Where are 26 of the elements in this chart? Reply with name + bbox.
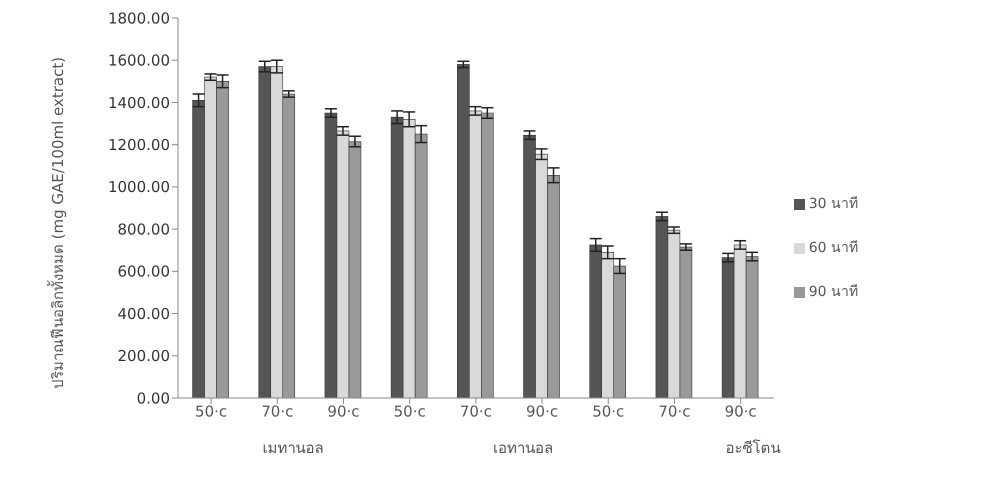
legend-label: 30 นาที (808, 196, 858, 212)
y-tick-label: 200.00 (118, 347, 170, 366)
text: เอทานอล (492, 438, 554, 459)
x-tick-label: 90·c (526, 402, 558, 421)
x-tick-label: 70·c (261, 402, 294, 421)
y-tick-label: 1400.00 (108, 94, 170, 112)
y-tick-label: 1200.00 (108, 136, 170, 154)
x-tick-label: 70·c (658, 402, 690, 421)
legend-label: 90 นาที (808, 284, 858, 300)
y-tick-label: 600.00 (118, 262, 170, 281)
x-tick-label: 50·c (195, 402, 228, 421)
text: เมทานอล (262, 438, 324, 459)
y-tick-label: 1000.00 (108, 178, 170, 196)
y-tick-label: 400.00 (118, 304, 170, 323)
x-tick-label: 90·c (327, 402, 360, 421)
y-axis-title: ปริมาณฟีนอลิกทั้งหมด (mg GAE/100ml extract) (49, 56, 67, 390)
x-tick-label: 50·c (394, 402, 426, 421)
y-tick-label: 1600.00 (108, 52, 170, 70)
text: อะซีโตน (724, 438, 782, 459)
x-tick-label: 90·c (724, 402, 757, 421)
y-tick-label: 800.00 (118, 220, 170, 238)
x-tick-label: 70·c (460, 402, 492, 421)
y-tick-label: 1800.00 (108, 9, 170, 28)
y-tick-label: 0.00 (136, 389, 170, 408)
legend-label: 60 นาที (808, 240, 858, 256)
x-tick-label: 50·c (592, 402, 624, 421)
